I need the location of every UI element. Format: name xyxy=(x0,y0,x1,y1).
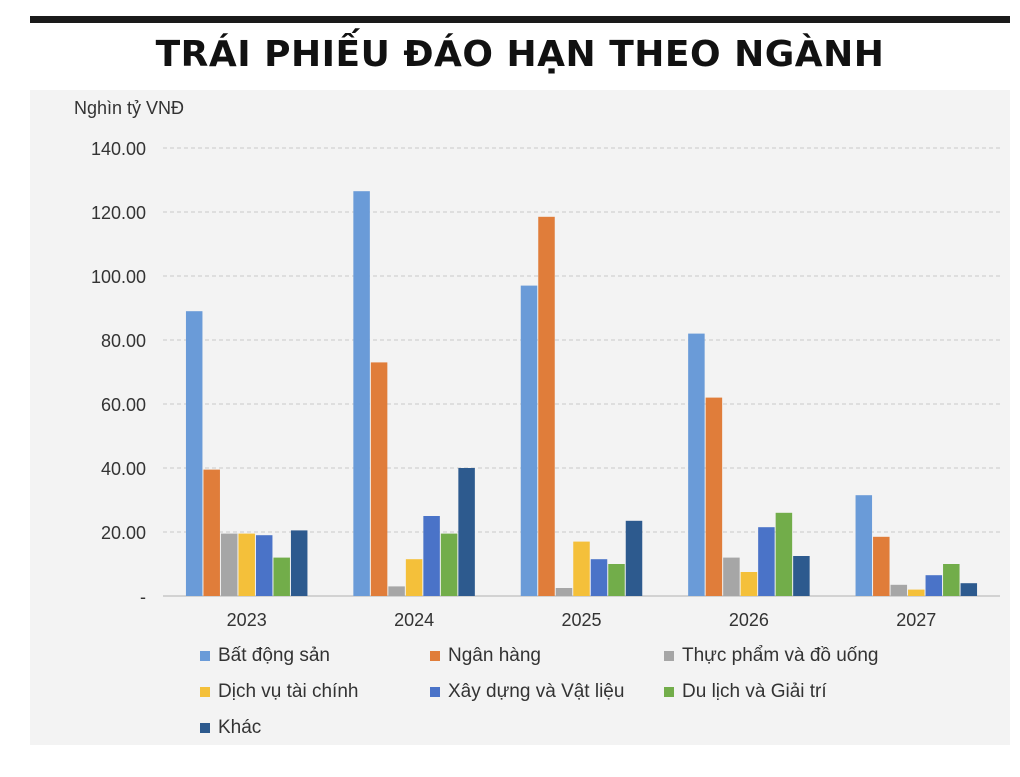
y-axis-unit-label: Nghìn tỷ VNĐ xyxy=(74,98,185,118)
y-tick-label: 60.00 xyxy=(101,395,146,415)
legend-label: Thực phẩm và đồ uống xyxy=(682,645,879,666)
top-rule xyxy=(30,16,1010,23)
bar xyxy=(723,557,740,596)
y-tick-label: 20.00 xyxy=(101,523,146,543)
bar xyxy=(908,589,925,596)
legend-item: Dịch vụ tài chính xyxy=(200,681,358,703)
bar xyxy=(758,527,775,596)
legend-swatch xyxy=(664,651,674,661)
bar xyxy=(220,533,238,596)
legend-item: Du lịch và Giải trí xyxy=(664,681,827,703)
y-tick-label: 100.00 xyxy=(91,267,146,287)
legend-label: Xây dựng và Vật liệu xyxy=(448,681,625,702)
legend-label: Ngân hàng xyxy=(448,645,541,666)
x-tick-label: 2026 xyxy=(729,610,769,630)
legend-label: Du lịch và Giải trí xyxy=(682,681,827,702)
chart-title: TRÁI PHIẾU ĐÁO HẠN THEO NGÀNH xyxy=(155,34,885,75)
y-tick-label: 140.00 xyxy=(91,139,146,159)
x-tick-label: 2025 xyxy=(561,610,601,630)
bar xyxy=(625,520,643,596)
bar xyxy=(405,559,423,596)
legend-item: Xây dựng và Vật liệu xyxy=(430,681,624,703)
x-tick-label: 2023 xyxy=(227,610,267,630)
bar xyxy=(520,285,538,596)
bar xyxy=(960,583,978,596)
x-tick-label: 2024 xyxy=(394,610,434,630)
bar xyxy=(855,495,873,596)
bar xyxy=(555,588,573,596)
y-tick-label: - xyxy=(140,587,146,607)
bar xyxy=(423,516,440,596)
bar xyxy=(873,536,890,596)
bar xyxy=(608,564,625,596)
legend-swatch xyxy=(664,687,674,697)
bar xyxy=(458,468,475,596)
bar xyxy=(925,575,943,596)
legend-label: Dịch vụ tài chính xyxy=(218,681,359,702)
bar xyxy=(353,191,370,596)
legend-label: Khác xyxy=(218,717,262,738)
bar xyxy=(688,333,705,596)
y-tick-label: 80.00 xyxy=(101,331,146,351)
legend-label: Bất động sản xyxy=(218,645,330,666)
legend-item: Bất động sản xyxy=(200,645,330,667)
bar xyxy=(793,556,810,596)
legend-item: Khác xyxy=(200,717,261,739)
bar xyxy=(573,541,590,596)
bar xyxy=(705,397,723,596)
y-tick-label: 40.00 xyxy=(101,459,146,479)
bar xyxy=(273,557,290,596)
bar xyxy=(290,530,308,596)
bar xyxy=(255,535,273,596)
legend-swatch xyxy=(200,723,210,733)
bar xyxy=(943,564,960,596)
bar xyxy=(440,533,458,596)
bar xyxy=(370,362,388,596)
x-tick-label: 2027 xyxy=(896,610,936,630)
legend-swatch xyxy=(200,687,210,697)
legend-swatch xyxy=(430,687,440,697)
bar xyxy=(775,512,793,596)
legend-swatch xyxy=(430,651,440,661)
bar xyxy=(590,559,608,596)
bar xyxy=(538,216,555,597)
legend-item: Ngân hàng xyxy=(430,645,541,667)
bar xyxy=(890,584,908,596)
bar xyxy=(185,311,203,596)
bar xyxy=(388,586,405,596)
legend-item: Thực phẩm và đồ uống xyxy=(664,645,879,667)
y-tick-label: 120.00 xyxy=(91,203,146,223)
bar xyxy=(203,469,220,596)
legend-swatch xyxy=(200,651,210,661)
bar xyxy=(238,533,255,596)
bar xyxy=(740,572,758,596)
